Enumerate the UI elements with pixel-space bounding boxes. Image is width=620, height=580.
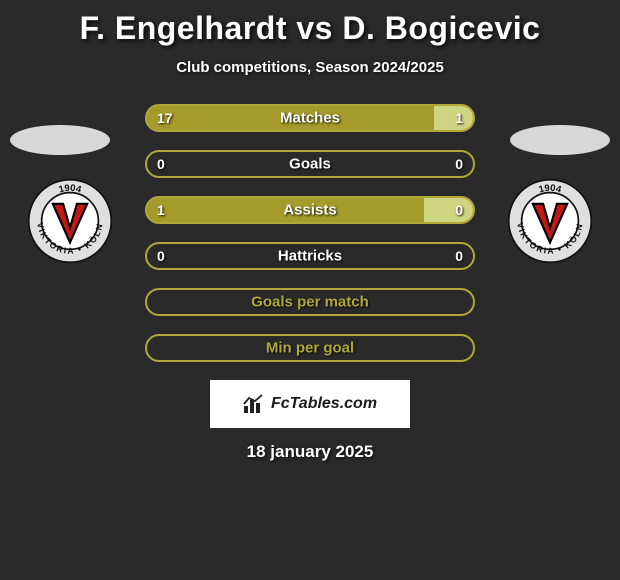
comparison-subtitle: Club competitions, Season 2024/2025 xyxy=(0,59,620,76)
brand-text: FcTables.com xyxy=(271,395,377,413)
stat-value-left: 17 xyxy=(157,110,173,126)
stat-row-min-per-goal: Min per goal xyxy=(145,334,475,362)
stat-value-left: 0 xyxy=(157,156,165,172)
snapshot-date: 18 january 2025 xyxy=(0,442,620,462)
stat-row-goals: 0 0 Goals xyxy=(145,150,475,178)
stat-value-left: 1 xyxy=(157,202,165,218)
stat-value-right: 1 xyxy=(455,110,463,126)
stats-bars: 17 1 Matches 0 0 Goals 1 0 Assists 0 0 Hattricks Goa… xyxy=(145,104,475,362)
stat-label: Hattricks xyxy=(278,248,342,265)
brand-chart-icon xyxy=(243,394,265,414)
stat-value-right: 0 xyxy=(455,202,463,218)
stat-bar-right xyxy=(434,106,473,130)
stat-row-hattricks: 0 0 Hattricks xyxy=(145,242,475,270)
comparison-title: F. Engelhardt vs D. Bogicevic xyxy=(0,0,620,47)
stat-row-assists: 1 0 Assists xyxy=(145,196,475,224)
stat-label: Goals per match xyxy=(251,294,369,311)
stat-label: Goals xyxy=(289,156,331,173)
stat-row-matches: 17 1 Matches xyxy=(145,104,475,132)
stat-row-goals-per-match: Goals per match xyxy=(145,288,475,316)
stat-value-right: 0 xyxy=(455,156,463,172)
stat-value-right: 0 xyxy=(455,248,463,264)
stat-label: Matches xyxy=(280,110,340,127)
brand-box[interactable]: FcTables.com xyxy=(210,380,410,428)
stat-value-left: 0 xyxy=(157,248,165,264)
stat-bar-right xyxy=(424,198,473,222)
stat-label: Assists xyxy=(283,202,336,219)
stat-label: Min per goal xyxy=(266,340,354,357)
